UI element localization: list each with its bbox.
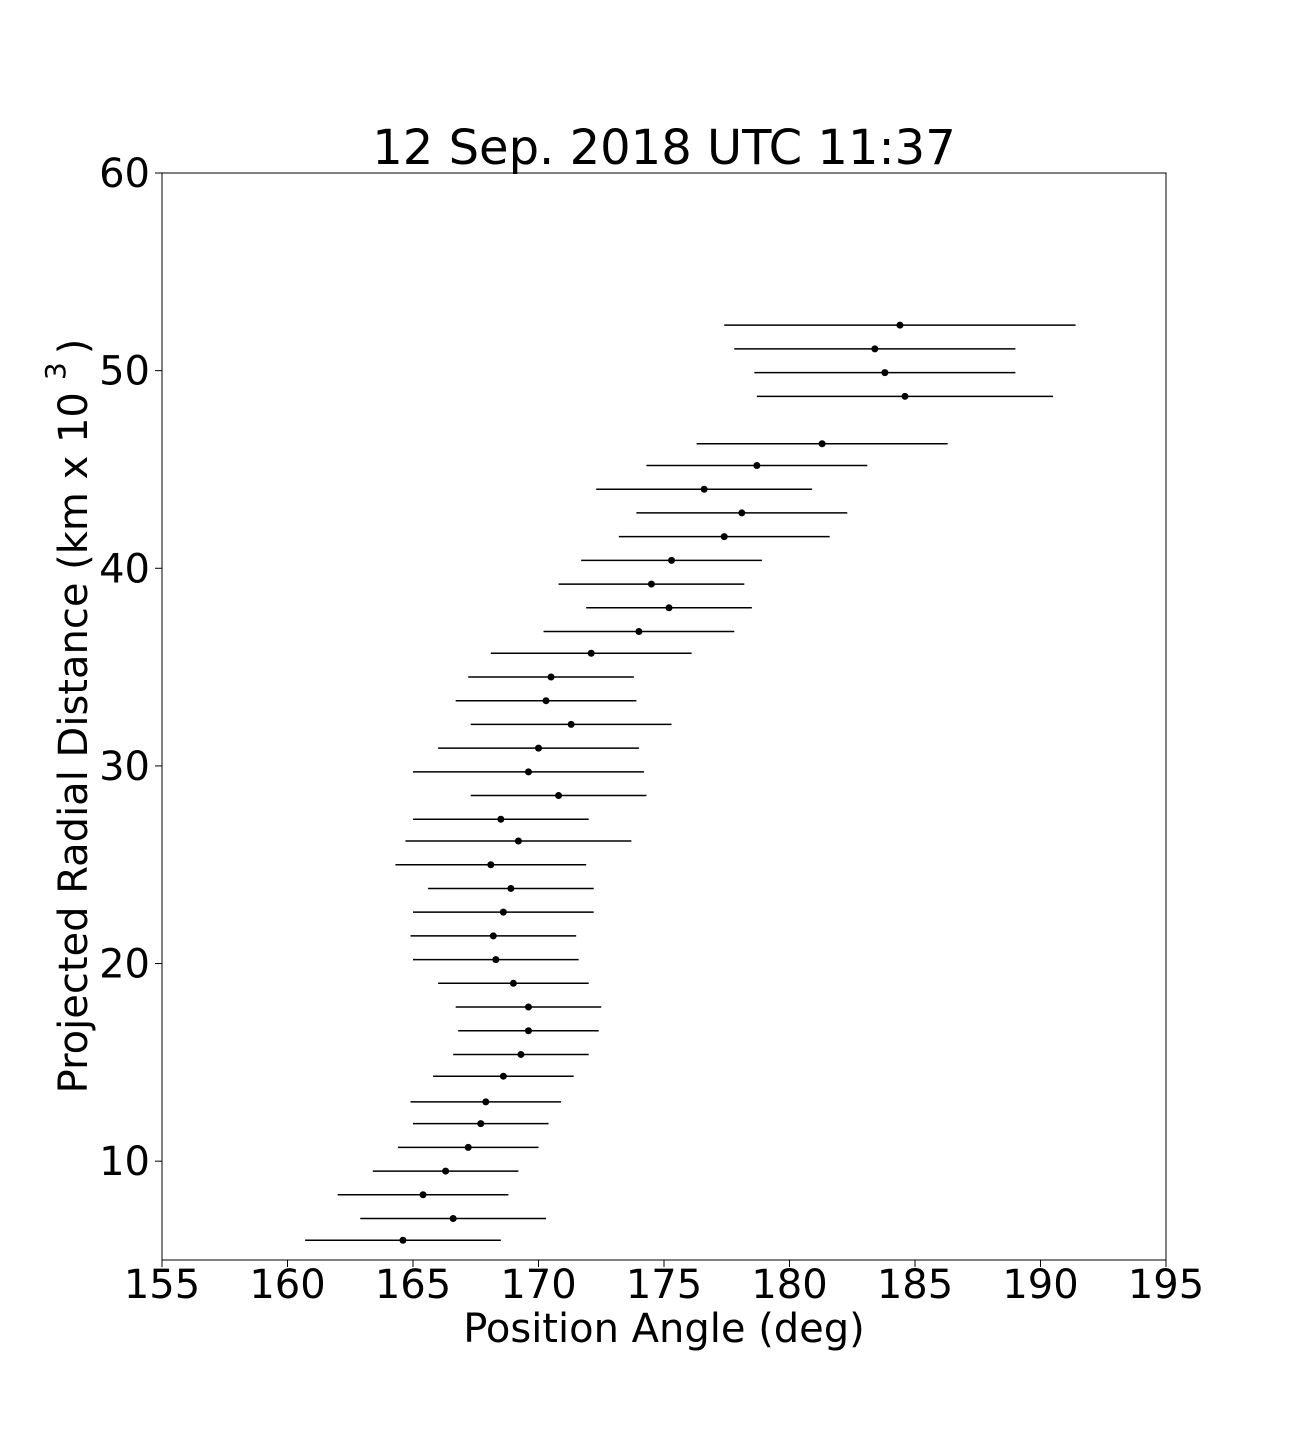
x-tick-label: 170 — [500, 1262, 576, 1308]
point — [901, 392, 909, 400]
point — [547, 673, 555, 681]
point — [489, 932, 497, 940]
y-tick-label: 30 — [99, 744, 150, 790]
point — [567, 720, 575, 728]
x-tick-label: 180 — [751, 1262, 827, 1308]
y-axis-label: Projected Radial Distance (km x 10 3) — [39, 339, 97, 1094]
point — [524, 1003, 532, 1011]
x-tick-label: 190 — [1002, 1262, 1078, 1308]
point — [753, 462, 761, 470]
y-tick-label: 40 — [99, 546, 150, 592]
point — [449, 1214, 457, 1222]
point — [635, 628, 643, 636]
point — [535, 744, 542, 752]
point — [507, 884, 515, 892]
chart-title: 12 Sep. 2018 UTC 11:37 — [372, 120, 955, 176]
x-tick-label: 160 — [249, 1262, 325, 1308]
point — [509, 979, 517, 987]
y-tick-label: 60 — [99, 151, 150, 197]
point — [497, 815, 505, 823]
point — [542, 697, 550, 705]
point — [818, 440, 826, 448]
point — [647, 580, 655, 588]
y-axis-label-text: Projected Radial Distance (km x 10 — [51, 392, 97, 1093]
x-tick-label: 185 — [877, 1262, 953, 1308]
point — [587, 649, 595, 657]
point — [720, 533, 728, 541]
point — [514, 837, 522, 845]
point — [464, 1143, 472, 1151]
point — [477, 1120, 485, 1128]
point — [499, 1072, 507, 1080]
y-axis-label-suffix: ) — [51, 339, 97, 355]
y-tick-label: 20 — [99, 942, 150, 988]
point — [399, 1236, 407, 1244]
point — [492, 956, 500, 964]
y-tick-label: 50 — [99, 349, 150, 395]
point — [668, 556, 676, 564]
x-axis-label: Position Angle (deg) — [463, 1306, 865, 1352]
point — [871, 345, 879, 353]
point — [499, 908, 507, 916]
point — [738, 509, 746, 517]
point — [896, 321, 904, 329]
y-tick-label: 10 — [99, 1139, 150, 1185]
point — [524, 1027, 532, 1035]
point — [524, 768, 532, 776]
point — [665, 604, 673, 612]
point — [442, 1167, 450, 1175]
point — [555, 792, 563, 800]
point — [700, 485, 708, 493]
y-axis-label-superscript: 3 — [39, 362, 72, 380]
point — [487, 861, 495, 869]
point — [419, 1191, 427, 1199]
x-tick-label: 195 — [1128, 1262, 1204, 1308]
x-tick-label: 175 — [626, 1262, 702, 1308]
point — [517, 1050, 525, 1058]
x-tick-label: 155 — [124, 1262, 200, 1308]
point — [482, 1098, 490, 1106]
point — [881, 369, 889, 377]
x-tick-label: 165 — [375, 1262, 451, 1308]
